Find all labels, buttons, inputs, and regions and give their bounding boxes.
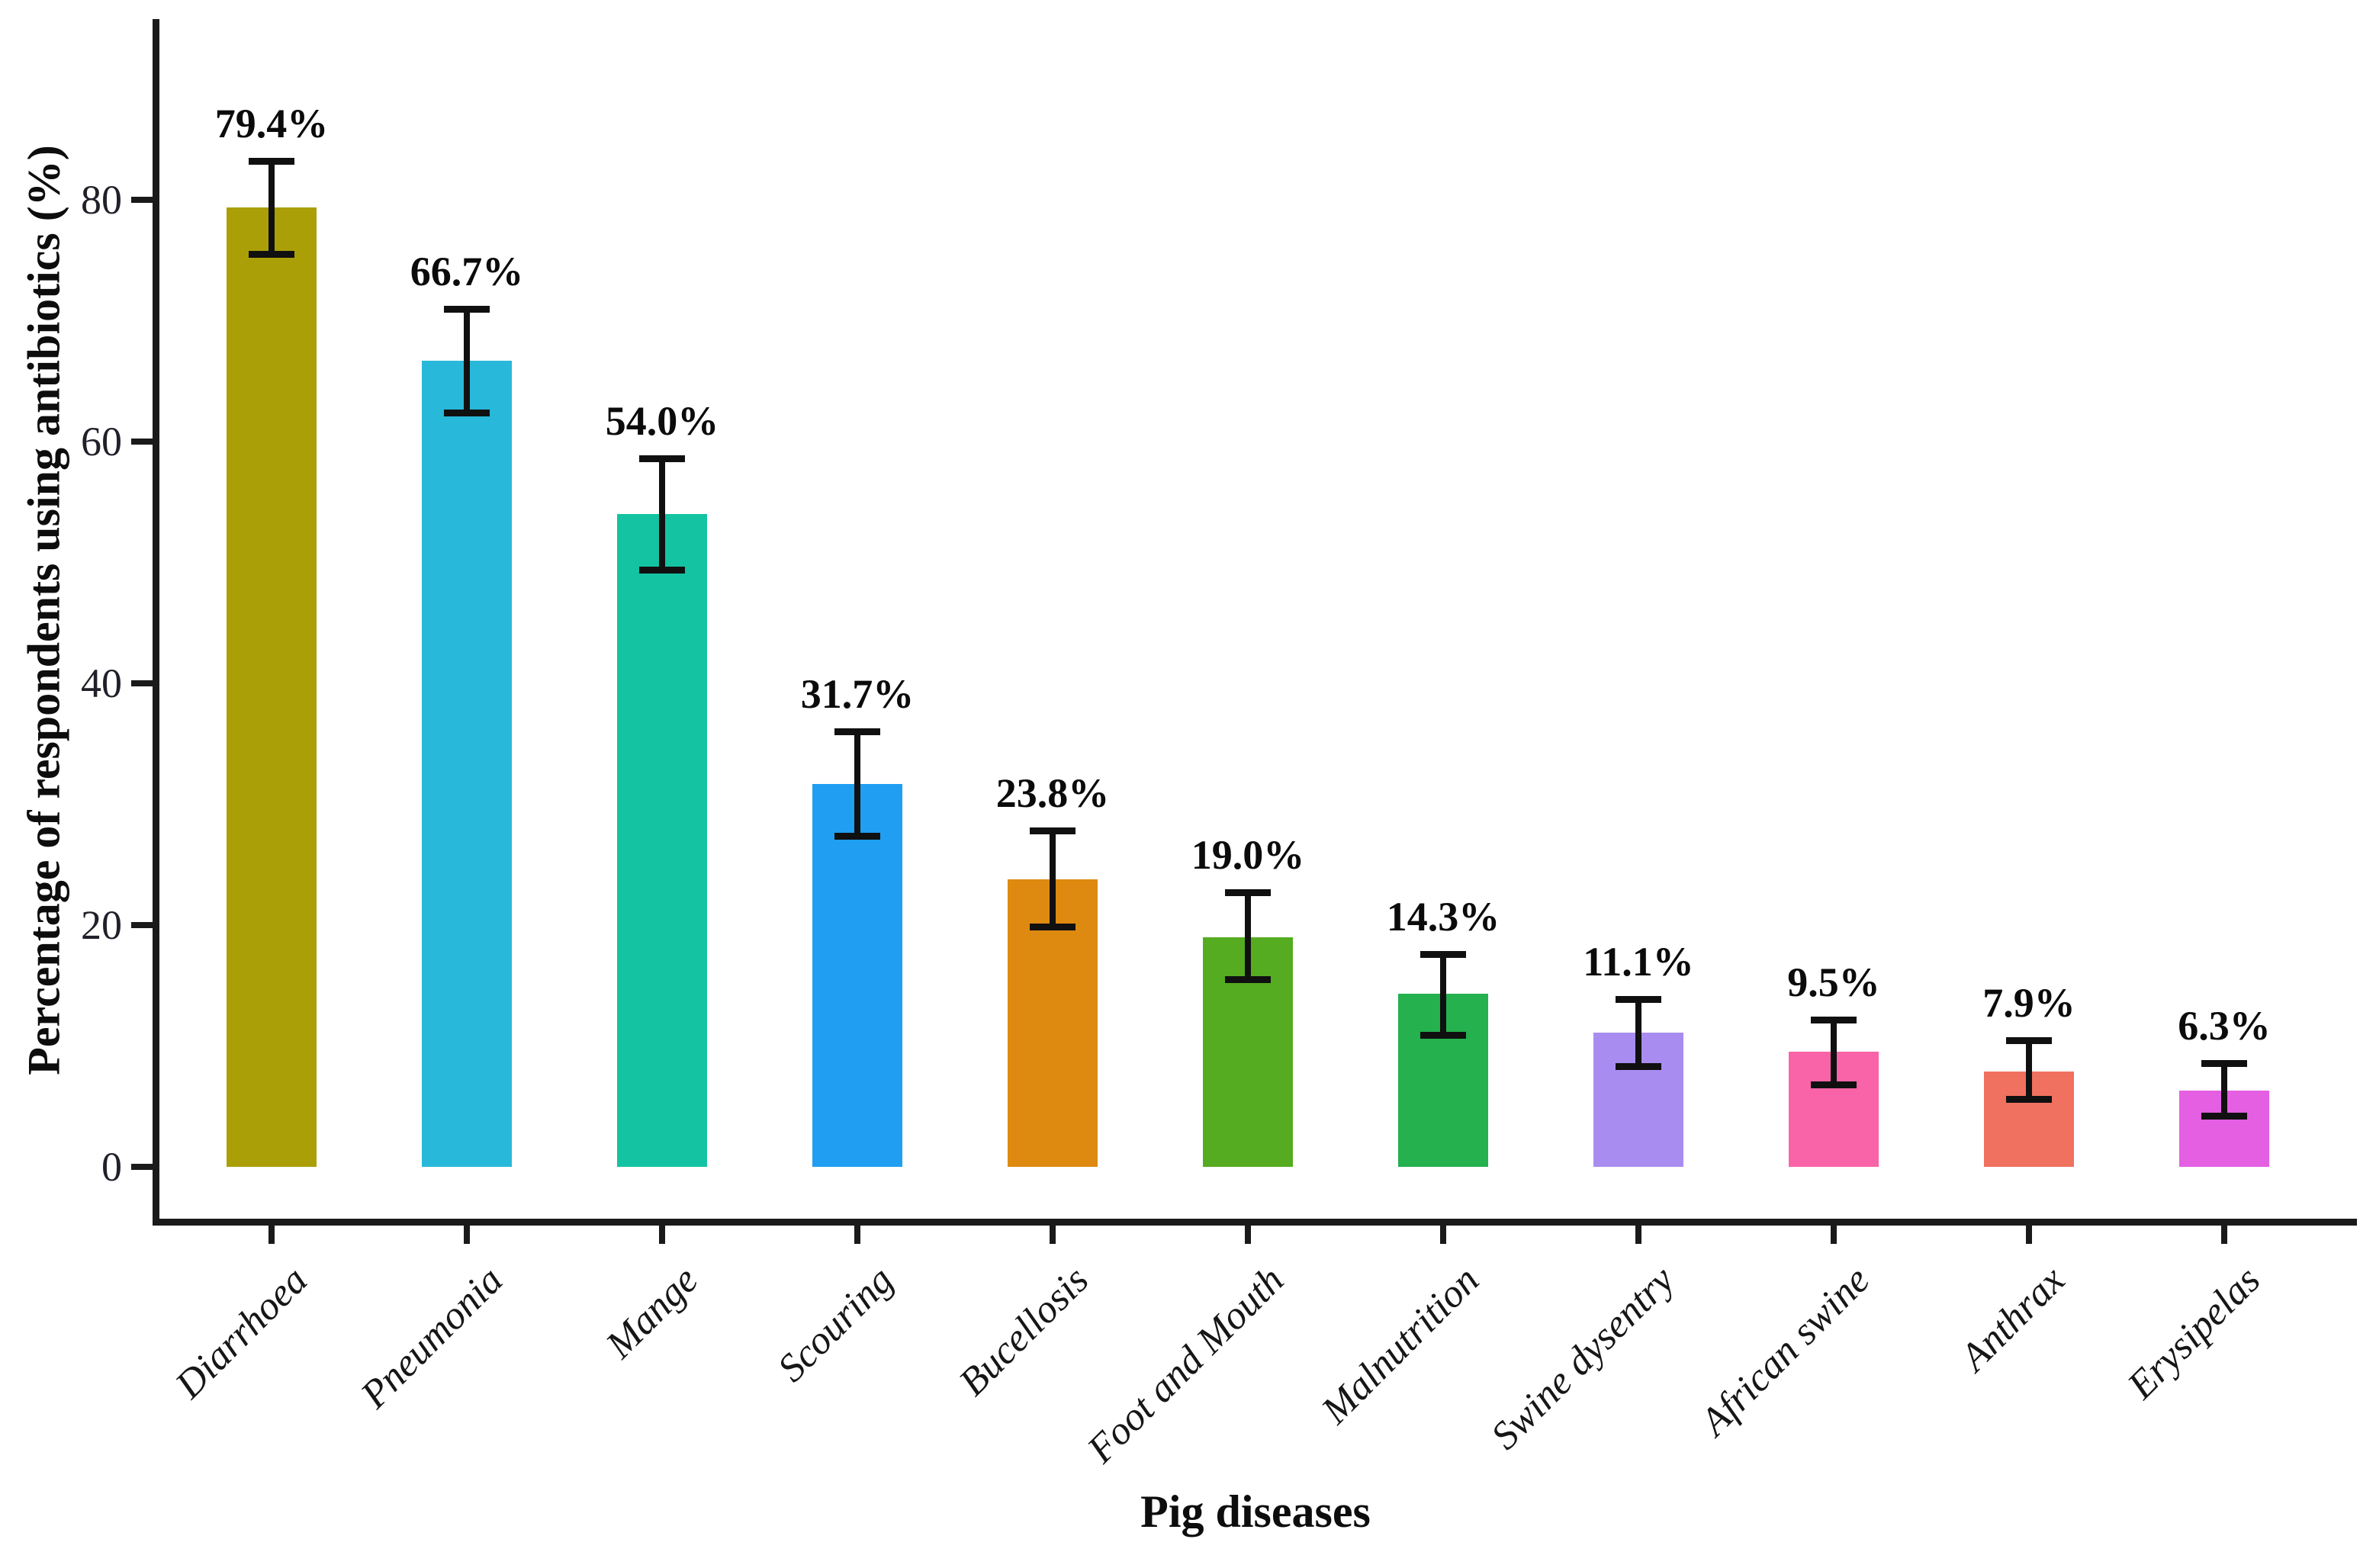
error-bar-cap (1225, 889, 1271, 897)
bar-value-label: 9.5% (1787, 959, 1880, 1005)
bar-diarrhoea (227, 207, 317, 1167)
y-tick-label: 40 (81, 660, 122, 706)
error-bar-cap (249, 158, 294, 165)
error-bar-line (1635, 998, 1641, 1067)
bar-value-label: 14.3% (1386, 894, 1500, 940)
x-tick-mark (464, 1223, 470, 1244)
bar-scouring (812, 783, 902, 1167)
bar-value-label: 54.0% (605, 398, 719, 445)
error-bar-cap (1420, 951, 1466, 959)
y-tick-mark (131, 197, 153, 203)
x-tick-mark (1050, 1223, 1056, 1244)
y-tick-label: 80 (81, 177, 122, 223)
bar-value-label: 23.8% (995, 770, 1110, 817)
error-bar-cap (1616, 1063, 1661, 1071)
y-axis-line (153, 19, 159, 1226)
y-tick-label: 0 (101, 1144, 122, 1190)
y-tick-mark (131, 1164, 153, 1170)
x-axis-line (153, 1219, 2357, 1226)
x-tick-mark (1440, 1223, 1446, 1244)
bar-pneumonia (422, 360, 512, 1167)
error-bar-cap (2006, 1036, 2052, 1044)
y-tick-mark (131, 680, 153, 686)
y-tick-label: 60 (81, 419, 122, 464)
error-bar-line (659, 458, 665, 570)
x-tick-mark (2221, 1223, 2227, 1244)
error-bar-cap (444, 409, 490, 416)
error-bar-cap (1616, 995, 1661, 1003)
error-bar-line (1440, 954, 1446, 1036)
error-bar-cap (2006, 1096, 2052, 1104)
error-bar-cap (1420, 1032, 1466, 1039)
x-tick-mark (1635, 1223, 1641, 1244)
error-bar-cap (1225, 976, 1271, 984)
error-bar-cap (834, 728, 880, 736)
error-bar-cap (1811, 1016, 1857, 1023)
error-bar-cap (834, 832, 880, 840)
error-bar-cap (1030, 827, 1076, 835)
error-bar-cap (639, 567, 685, 574)
bar-value-label: 79.4% (214, 101, 329, 147)
x-tick-mark (1831, 1223, 1837, 1244)
bar-value-label: 31.7% (800, 671, 915, 718)
error-bar-cap (2201, 1113, 2247, 1120)
bar-value-label: 6.3% (2178, 1002, 2271, 1049)
error-bar-line (1831, 1019, 1837, 1085)
x-tick-mark (854, 1223, 860, 1244)
error-bar-line (268, 161, 275, 255)
error-bar-cap (444, 305, 490, 313)
x-tick-mark (2026, 1223, 2032, 1244)
bar-value-label: 19.0% (1191, 832, 1305, 879)
error-bar-line (854, 731, 860, 836)
y-tick-mark (131, 922, 153, 928)
y-tick-label: 20 (81, 902, 122, 948)
x-axis-title: Pig diseases (1140, 1486, 1371, 1537)
error-bar-line (1050, 831, 1056, 927)
error-bar-line (2026, 1039, 2032, 1100)
bar-value-label: 66.7% (410, 248, 524, 294)
x-tick-mark (1245, 1223, 1251, 1244)
error-bar-cap (639, 455, 685, 463)
error-bar-cap (2201, 1059, 2247, 1067)
error-bar-line (464, 308, 470, 413)
y-tick-mark (131, 439, 153, 445)
error-bar-line (1245, 892, 1251, 980)
error-bar-cap (1030, 923, 1076, 930)
x-tick-mark (659, 1223, 665, 1244)
bar-value-label: 7.9% (1982, 979, 2075, 1026)
error-bar-cap (1811, 1081, 1857, 1089)
error-bar-line (2221, 1062, 2227, 1117)
bar-mange (617, 514, 707, 1167)
x-tick-mark (268, 1223, 275, 1244)
bar-value-label: 11.1% (1583, 938, 1694, 985)
error-bar-cap (249, 251, 294, 259)
